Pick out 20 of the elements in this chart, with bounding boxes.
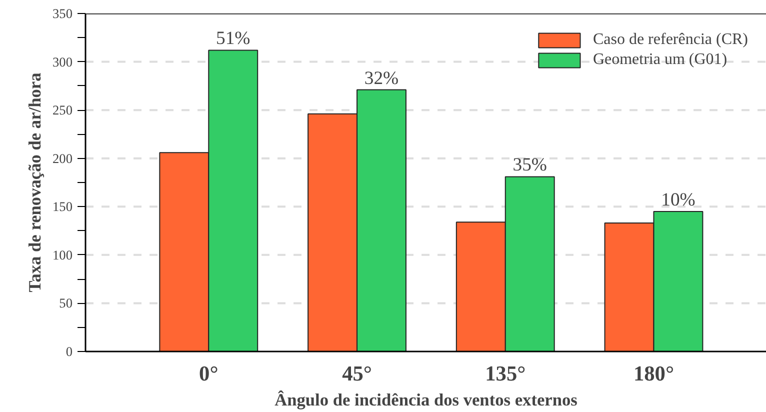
annotation: 32% bbox=[364, 68, 399, 89]
x-axis-title: Ângulo de incidência dos ventos externos bbox=[274, 390, 578, 410]
x-tick-label: 0° bbox=[199, 362, 218, 386]
y-axis-title: Taxa de renovação de ar/hora bbox=[26, 72, 45, 292]
annotation: 35% bbox=[512, 154, 547, 176]
y-tick-label: 300 bbox=[52, 54, 73, 70]
y-tick-label: 350 bbox=[52, 6, 73, 21]
y-tick-label: 200 bbox=[52, 150, 73, 166]
annotation: 10% bbox=[661, 189, 696, 210]
y-tick-label: 250 bbox=[52, 102, 73, 118]
legend-label: Geometria um (G01) bbox=[592, 51, 728, 69]
legend-label: Caso de referência (CR) bbox=[592, 31, 748, 49]
annotation: 51% bbox=[216, 28, 250, 50]
x-tick-label: 180° bbox=[633, 362, 674, 386]
y-tick-label: 50 bbox=[59, 296, 73, 311]
x-tick-label: 45° bbox=[342, 362, 372, 386]
y-tick-label: 100 bbox=[52, 247, 73, 262]
y-tick-label: 0 bbox=[66, 344, 73, 359]
x-tick-label: 135° bbox=[485, 362, 526, 386]
y-tick-label: 150 bbox=[52, 199, 73, 214]
